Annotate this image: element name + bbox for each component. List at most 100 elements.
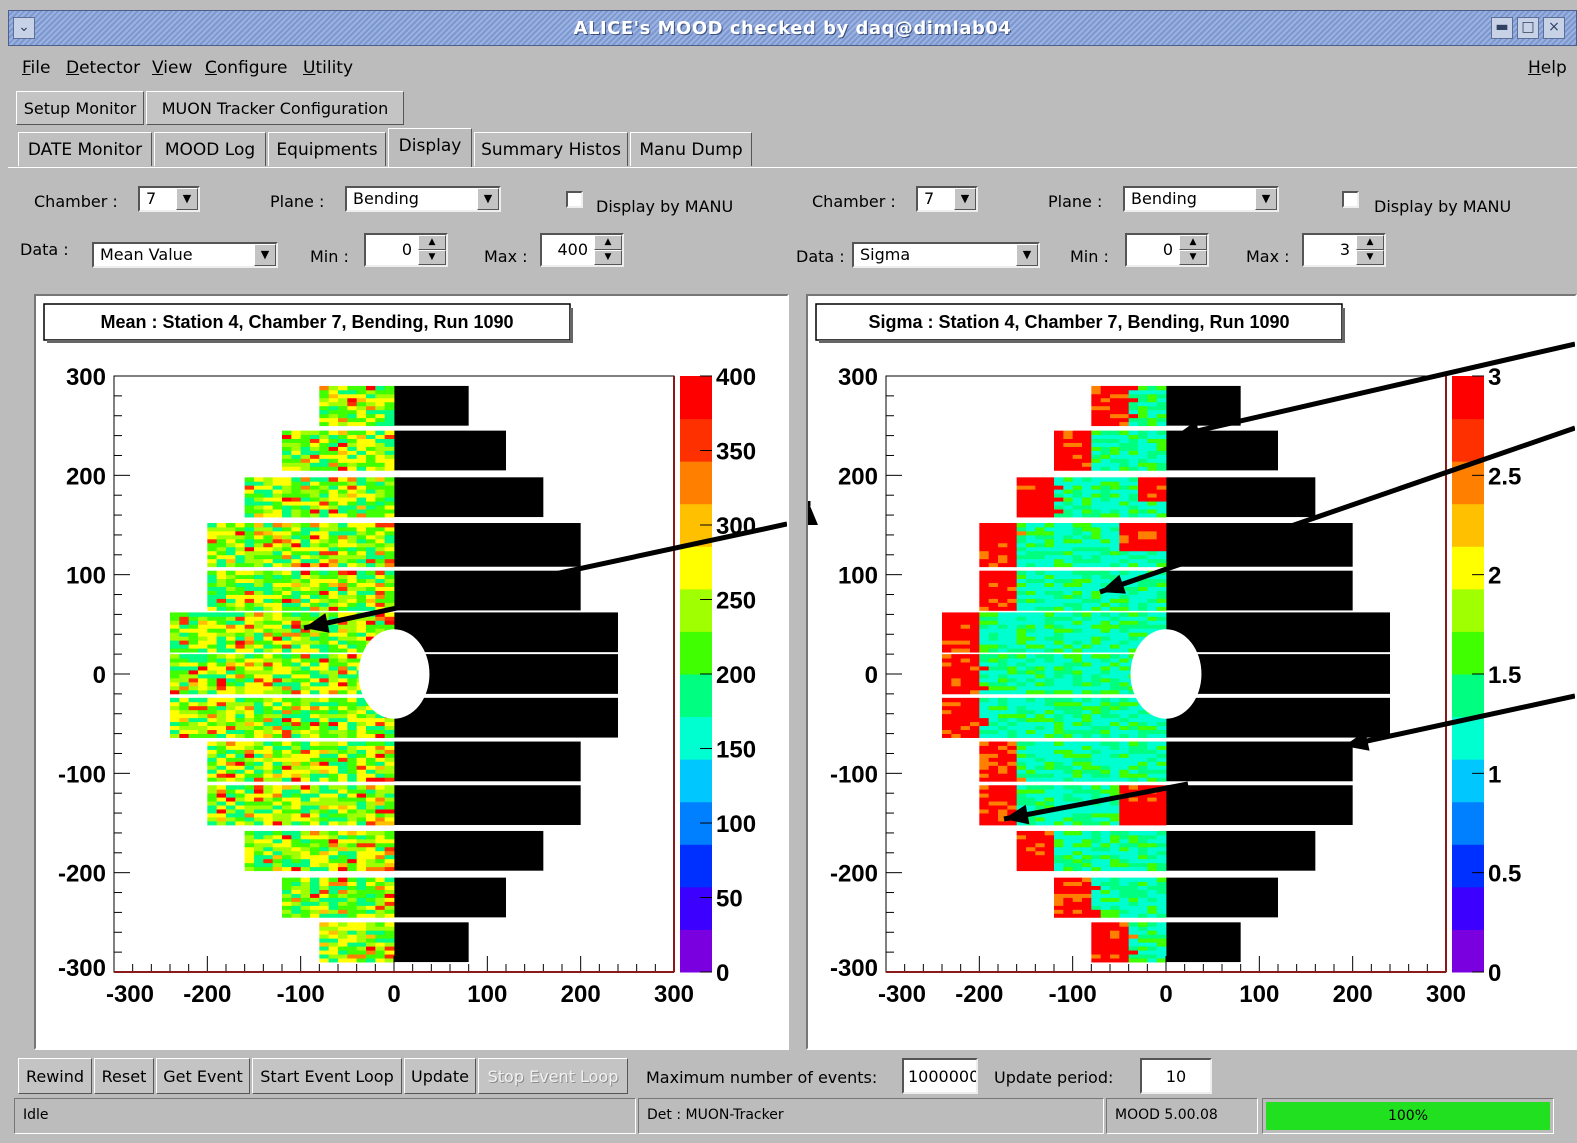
heatmap-cell (244, 721, 255, 727)
spin-down-icon[interactable]: ▼ (594, 250, 622, 265)
heatmap-cell (1054, 450, 1064, 455)
left-chamber-select[interactable]: 7 ▼ (138, 186, 200, 212)
start-event-loop-button[interactable]: Start Event Loop (252, 1058, 402, 1094)
heatmap-cell (979, 674, 990, 679)
heatmap-cell (1016, 526, 1027, 532)
menu-file[interactable]: File (22, 58, 51, 78)
heatmap-cell (384, 793, 395, 798)
right-max-spinbox[interactable]: 3 ▲ ▼ (1302, 233, 1386, 267)
heatmap-cell (300, 913, 311, 918)
heatmap-cell (1091, 926, 1102, 931)
chevron-down-icon[interactable]: ▼ (1255, 188, 1277, 210)
tab-date-monitor[interactable]: DATE Monitor (18, 132, 152, 166)
heatmap-cell (263, 542, 274, 548)
close-button[interactable]: × (1543, 17, 1565, 39)
chevron-down-icon[interactable]: ▼ (477, 188, 499, 210)
menu-utility[interactable]: Utility (303, 58, 354, 78)
heatmap-cell (198, 725, 208, 731)
heatmap-cell (375, 594, 386, 599)
muon-tracker-config-button[interactable]: MUON Tracker Configuration (146, 91, 404, 125)
spin-up-icon[interactable]: ▲ (418, 235, 446, 250)
heatmap-cell (263, 624, 274, 629)
heatmap-cell (1110, 421, 1120, 427)
heatmap-cell (347, 689, 358, 695)
heatmap-cell (1119, 405, 1130, 411)
heatmap-cell (310, 674, 320, 679)
heatmap-cell (235, 745, 246, 750)
max-events-input[interactable]: 1000000 (902, 1058, 978, 1094)
heatmap-cell (1082, 546, 1092, 552)
chevron-down-icon[interactable]: ▼ (254, 244, 276, 266)
minimize-button[interactable]: ▬ (1491, 17, 1513, 39)
sigma-heatmap-chart[interactable]: Sigma : Station 4, Chamber 7, Bending, R… (798, 296, 1576, 1048)
heatmap-cell (1128, 761, 1139, 766)
chevron-down-icon[interactable]: ▼ (954, 188, 976, 210)
left-min-spinbox[interactable]: 0 ▲ ▼ (364, 233, 448, 267)
right-display-by-manu-checkbox[interactable] (1342, 191, 1359, 208)
window-titlebar[interactable]: ⌄ ALICE's MOOD checked by daq@dimlab04 ▬… (8, 10, 1577, 46)
left-chamber-label: Chamber : (34, 192, 118, 211)
reset-button[interactable]: Reset (94, 1058, 154, 1094)
heatmap-cell (1044, 534, 1055, 540)
update-button[interactable]: Update (404, 1058, 476, 1094)
left-plane-select[interactable]: Bending ▼ (345, 186, 501, 212)
heatmap-cell (1054, 594, 1064, 599)
update-period-input[interactable]: 10 (1140, 1058, 1212, 1094)
heatmap-cell (347, 574, 358, 580)
spin-down-icon[interactable]: ▼ (1179, 250, 1207, 265)
right-min-spinbox[interactable]: 0 ▲ ▼ (1125, 233, 1209, 267)
right-plot-panel[interactable]: Sigma : Station 4, Chamber 7, Bending, R… (798, 294, 1577, 1050)
tab-mood-log[interactable]: MOOD Log (154, 132, 266, 166)
right-plane-select[interactable]: Bending ▼ (1123, 186, 1279, 212)
heatmap-cell (970, 620, 980, 625)
get-event-button[interactable]: Get Event (156, 1058, 250, 1094)
spin-down-icon[interactable]: ▼ (1356, 250, 1384, 265)
heatmap-cell (1082, 761, 1092, 766)
rewind-button[interactable]: Rewind (18, 1058, 92, 1094)
spin-up-icon[interactable]: ▲ (1356, 235, 1384, 250)
tab-display[interactable]: Display (388, 128, 472, 168)
heatmap-cell (1035, 797, 1046, 802)
maximize-button[interactable]: □ (1517, 17, 1539, 39)
heatmap-cell (960, 640, 971, 645)
left-data-select[interactable]: Mean Value ▼ (92, 242, 278, 268)
menu-help[interactable]: Help (1528, 58, 1567, 78)
tab-summary-histos[interactable]: Summary Histos (474, 132, 628, 166)
window-menu-button[interactable]: ⌄ (13, 17, 35, 39)
heatmap-cell (1147, 909, 1158, 914)
stop-event-loop-button[interactable]: Stop Event Loop (478, 1058, 628, 1094)
heatmap-cell (328, 842, 339, 848)
heatmap-cell (347, 594, 358, 599)
heatmap-cell (384, 765, 395, 770)
chevron-down-icon[interactable]: ▼ (1016, 244, 1038, 266)
tab-manu-dump[interactable]: Manu Dump (630, 132, 752, 166)
heatmap-cell (1063, 685, 1074, 691)
resize-grip[interactable] (1556, 1098, 1577, 1134)
menu-view[interactable]: View (152, 58, 193, 78)
right-chamber-select[interactable]: 7 ▼ (916, 186, 978, 212)
spin-down-icon[interactable]: ▼ (418, 250, 446, 265)
heatmap-cell (1147, 809, 1158, 814)
heatmap-cell (272, 813, 283, 818)
heatmap-cell (1063, 489, 1074, 494)
heatmap-cell (1119, 546, 1130, 552)
spin-up-icon[interactable]: ▲ (594, 235, 622, 250)
heatmap-cell (979, 717, 990, 723)
heatmap-cell (347, 523, 358, 528)
spin-up-icon[interactable]: ▲ (1179, 235, 1207, 250)
chevron-down-icon[interactable]: ▼ (176, 188, 198, 210)
heatmap-cell (1091, 842, 1102, 848)
right-data-select[interactable]: Sigma ▼ (852, 242, 1040, 268)
heatmap-cell (375, 602, 386, 607)
menu-detector[interactable]: Detector (66, 58, 141, 78)
setup-monitor-button[interactable]: Setup Monitor (16, 91, 144, 125)
menu-configure[interactable]: Configure (205, 58, 288, 78)
heatmap-cell (226, 658, 236, 663)
left-plot-panel[interactable]: Mean : Station 4, Chamber 7, Bending, Ru… (34, 294, 789, 1050)
heatmap-cell (319, 636, 330, 641)
z-tick-label: 3 (1488, 364, 1501, 391)
mean-heatmap-chart[interactable]: Mean : Station 4, Chamber 7, Bending, Ru… (36, 296, 788, 1048)
left-display-by-manu-checkbox[interactable] (566, 191, 583, 208)
left-max-spinbox[interactable]: 400 ▲ ▼ (540, 233, 624, 267)
tab-equipments[interactable]: Equipments (268, 132, 386, 166)
